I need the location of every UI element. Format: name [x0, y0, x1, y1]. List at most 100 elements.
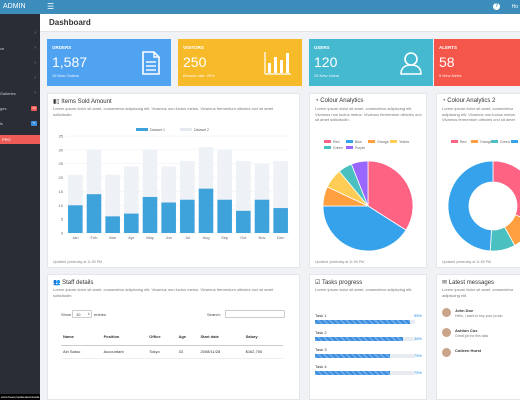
legend-swatch — [346, 140, 353, 143]
legend-swatch — [471, 140, 478, 143]
sidebar-item[interactable]: ges 20 — [0, 105, 40, 112]
card-description: Lorem ipsum dolor sit amet, consectetur … — [442, 287, 514, 298]
staff-details-card: 👥 Staff details Lorem ipsum dolor sit am… — [47, 274, 300, 400]
card-title: 👥 Staff details — [53, 279, 93, 286]
y-tick-label: 20 — [59, 175, 64, 180]
sidebar-item-label: ges — [0, 106, 7, 111]
message-item[interactable]: John Doe Hello, I want to buy your produ — [442, 306, 520, 322]
card-title: ☑ Tasks progress — [315, 279, 362, 286]
task-progress-bar — [315, 371, 415, 375]
search-label: Search: — [207, 312, 221, 317]
stat-title: ALERTS — [439, 45, 457, 50]
menu-toggle-icon[interactable]: ☰ — [47, 2, 55, 11]
table-body: Airi Satou Accountant Tokyo 33 2008/11/28 $16… — [61, 345, 283, 359]
message-sender: John Doe — [455, 308, 474, 313]
legend-label: Red — [460, 140, 466, 144]
card-title: ◔ Colour Analytics — [315, 98, 363, 104]
card-title-text: Colour Analytics 2 — [447, 98, 496, 104]
column-header[interactable]: Age — [176, 329, 199, 346]
y-tick-label: 10 — [59, 203, 64, 208]
message-item[interactable]: Ashton Cox Great job for this task — [442, 326, 520, 342]
sidebar-item[interactable]: › — [0, 30, 40, 37]
x-tick-label: Dec — [277, 235, 284, 240]
task-label: Task 4 — [315, 364, 327, 369]
bar-dataset-1 — [105, 216, 120, 233]
column-header[interactable]: Start date — [198, 329, 244, 346]
x-tick-label: Sep — [221, 235, 229, 240]
x-tick-label: Jan — [72, 235, 78, 240]
message-sender: Ashton Cox — [455, 328, 478, 333]
y-tick-label: 35 — [59, 134, 64, 139]
sidebar-item-label: PRO — [2, 137, 11, 142]
stat-value: 250 — [183, 54, 207, 70]
task-progress-bar — [315, 320, 415, 324]
message-text: Hello, I want to buy your produ — [455, 314, 503, 318]
table-cell: Accountant — [101, 345, 148, 359]
legend-swatch — [511, 140, 518, 143]
legend-label: Dataset 1 — [150, 128, 165, 132]
sidebar-menu: › ce › › › Galleries › ges 20 ls 5 PRO — [0, 30, 40, 152]
legend-label: Green — [333, 146, 343, 150]
table-row[interactable]: Airi Satou Accountant Tokyo 33 2008/11/28 $16… — [61, 345, 283, 359]
table-cell: Airi Satou — [61, 345, 102, 359]
orders-stat-card[interactable]: ORDERS 1,587 15 New Orders — [47, 39, 171, 86]
sidebar-item[interactable]: › — [0, 75, 40, 82]
alerts-stat-card[interactable]: ALERTS 58 5 New Alerts — [434, 39, 520, 86]
message-item[interactable]: Colleen Hurst — [442, 346, 520, 362]
y-tick-label: 5 — [61, 217, 64, 222]
brand-logo[interactable]: ADMIN — [0, 0, 40, 14]
column-header[interactable]: Position — [101, 329, 148, 346]
entries-label: entries — [94, 312, 107, 317]
question-icon[interactable]: ? — [493, 3, 500, 10]
chevron-right-icon: › — [34, 45, 36, 51]
legend-swatch — [324, 140, 331, 143]
column-header[interactable]: Salary — [243, 329, 283, 346]
sidebar-item[interactable]: ce › — [0, 45, 40, 52]
bar-dataset-1 — [273, 208, 288, 233]
y-tick-label: 15 — [59, 189, 64, 194]
pie-slice — [350, 160, 369, 207]
pie-slice — [322, 205, 407, 252]
visitors-stat-card[interactable]: VISITORS 250 Browse rate: 25% — [178, 39, 302, 86]
legend-swatch — [390, 140, 397, 143]
pie-slice — [492, 160, 520, 218]
sidebar-badge: 20 — [31, 106, 37, 111]
legend-swatch — [136, 128, 148, 131]
x-tick-label: Aug — [202, 235, 209, 240]
sidebar: ADMIN › ce › › › Galleries › ges 20 ls 5 PRO www.fr… — [0, 0, 40, 400]
user-menu[interactable]: Ho — [511, 4, 518, 10]
task-label: Task 2 — [315, 330, 327, 335]
colour-donut-chart: RedOrangeGreenBlue — [447, 140, 520, 252]
pie-slice — [447, 160, 494, 252]
legend-label: Green — [500, 140, 510, 144]
top-navbar: ☰ ? Ho — [40, 0, 520, 14]
card-description: Lorem ipsum dolor sit amet, consectetur … — [315, 106, 422, 122]
x-tick-label: Mar — [109, 235, 117, 240]
search-input[interactable] — [225, 310, 285, 318]
column-header[interactable]: Name — [61, 329, 102, 346]
table-cell: 2008/11/28 — [198, 345, 244, 359]
task-label: Task 3 — [315, 347, 327, 352]
task-percent: 88% — [413, 336, 422, 341]
sidebar-item[interactable]: › — [0, 60, 40, 67]
column-header[interactable]: Office — [147, 329, 177, 346]
sidebar-item[interactable]: Galleries › — [0, 90, 40, 97]
page-header: Dashboard — [40, 14, 520, 32]
avatar — [442, 308, 451, 317]
sidebar-item[interactable]: PRO — [0, 135, 40, 144]
card-description: Lorem ipsum dolor sit amet, consectetur … — [315, 287, 413, 292]
x-tick-label: Nov — [258, 235, 265, 240]
card-title-text: Tasks progress — [321, 280, 363, 286]
staff-table: Name Position Office Age Start date Salary Ai… — [61, 329, 283, 359]
sidebar-item[interactable]: ls 5 — [0, 120, 40, 127]
entries-select[interactable]: 10 ⇕ — [72, 310, 92, 318]
page-title: Dashboard — [49, 18, 91, 27]
users-stat-card[interactable]: USERS 120 25 New Users — [309, 39, 433, 86]
tasks-icon: ☑ — [315, 280, 322, 286]
card-title-text: Staff details — [62, 280, 94, 286]
legend-swatch — [368, 140, 375, 143]
stat-title: ORDERS — [52, 45, 72, 50]
task-percent: 95% — [413, 313, 422, 318]
table-cell: $162,700 — [243, 345, 283, 359]
y-tick-label: 30 — [59, 147, 64, 152]
